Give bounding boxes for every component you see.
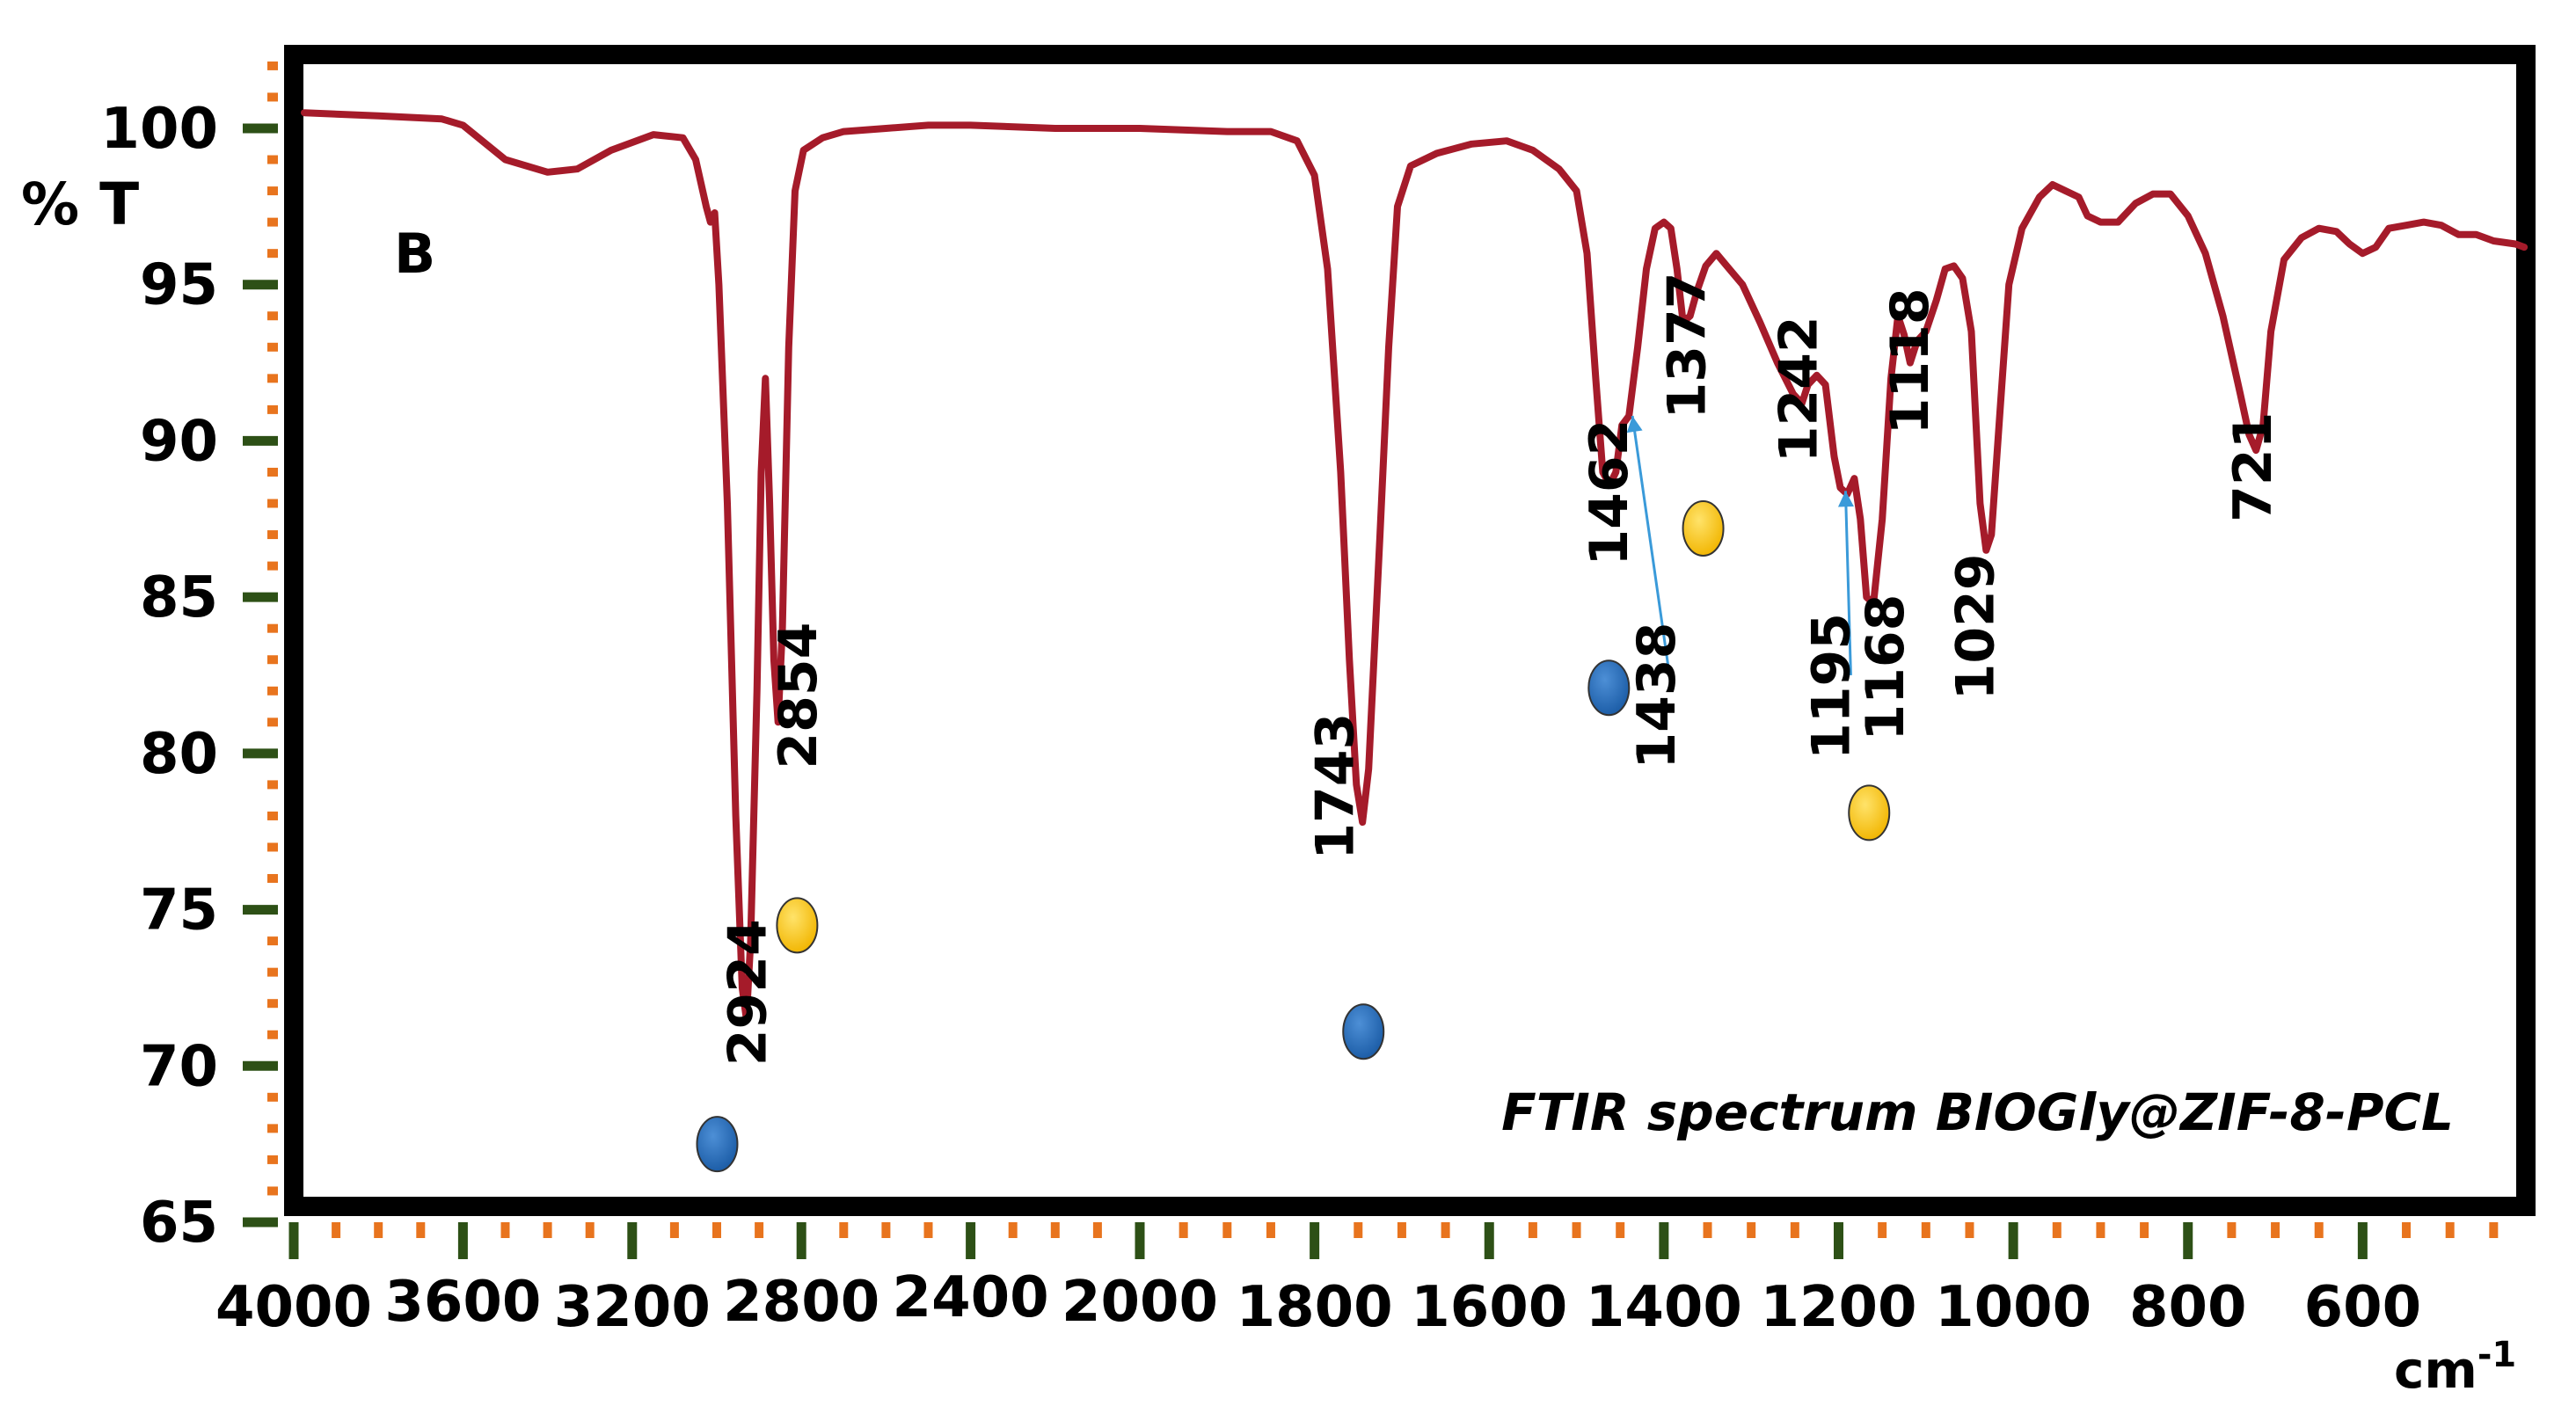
- axis-ticks: [243, 61, 2499, 1259]
- plot-frame: [284, 45, 2536, 1216]
- peak-label: 1029: [1945, 553, 2006, 700]
- x-tick-label: 1000: [1935, 1275, 2091, 1340]
- x-tick-label: 800: [2129, 1275, 2247, 1340]
- y-tick-label: 80: [140, 722, 218, 787]
- annotation-arrowhead: [1837, 491, 1854, 507]
- y-tick-label: 85: [140, 565, 218, 630]
- blue-peak-marker: [1587, 659, 1631, 717]
- y-tick-label: 70: [140, 1034, 218, 1099]
- peak-label: 1438: [1626, 623, 1688, 769]
- peak-label: 1195: [1800, 613, 1862, 760]
- peak-label: 1743: [1304, 713, 1366, 860]
- spectrum-series-line: [301, 109, 2529, 1023]
- y-axis-label: % T: [21, 171, 139, 238]
- x-axis-label: cm-1: [2394, 1335, 2516, 1400]
- x-tick-label: 3600: [384, 1270, 541, 1335]
- peak-label: 2854: [768, 623, 829, 769]
- y-tick-label: 90: [140, 409, 218, 474]
- y-tick-label: 75: [140, 878, 218, 943]
- yellow-peak-marker: [1848, 784, 1891, 841]
- peak-label: 721: [2222, 412, 2284, 522]
- x-tick-label: 1400: [1586, 1275, 1742, 1340]
- x-tick-label: 2800: [723, 1270, 879, 1335]
- x-tick-label: 1600: [1411, 1275, 1567, 1340]
- x-tick-label: 2000: [1062, 1270, 1218, 1335]
- chart-title: FTIR spectrum BIOGly@ZIF-8-PCL: [1501, 1082, 2454, 1142]
- peak-label: 1377: [1657, 273, 1719, 419]
- yellow-peak-marker: [1682, 499, 1725, 557]
- x-tick-label: 2400: [893, 1265, 1049, 1330]
- x-tick-label: 600: [2304, 1275, 2422, 1340]
- x-tick-labels: 4000 3600 3200 2800 2400 2000 1800 1600 1400 1200…: [215, 1265, 2421, 1340]
- x-tick-label: 3200: [554, 1275, 711, 1340]
- peak-label: 1168: [1855, 594, 1916, 741]
- peak-label: 2924: [717, 919, 778, 1066]
- annotation-arrow: [1843, 491, 1852, 676]
- peak-label: 1242: [1769, 316, 1830, 463]
- y-tick-label: 95: [140, 253, 218, 318]
- x-axis-label-base: cm: [2394, 1340, 2477, 1400]
- x-tick-label: 1200: [1760, 1275, 1916, 1340]
- annotation-arrow: [1631, 415, 1673, 685]
- x-tick-label: 4000: [215, 1275, 372, 1340]
- yellow-peak-marker: [776, 897, 819, 954]
- annotation-arrowhead: [1626, 415, 1643, 433]
- panel-label: B: [394, 222, 435, 286]
- x-axis-label-exponent: -1: [2477, 1335, 2516, 1375]
- blue-peak-marker: [1342, 1003, 1385, 1060]
- peak-label: 1118: [1879, 288, 1941, 434]
- blue-peak-marker: [696, 1116, 739, 1173]
- y-tick-labels: 100 95 90 85 80 75 70 65: [100, 97, 218, 1256]
- x-tick-label: 1800: [1237, 1275, 1393, 1340]
- peak-label: 1462: [1579, 419, 1640, 566]
- y-tick-label: 65: [140, 1191, 218, 1256]
- y-tick-label: 100: [100, 97, 218, 162]
